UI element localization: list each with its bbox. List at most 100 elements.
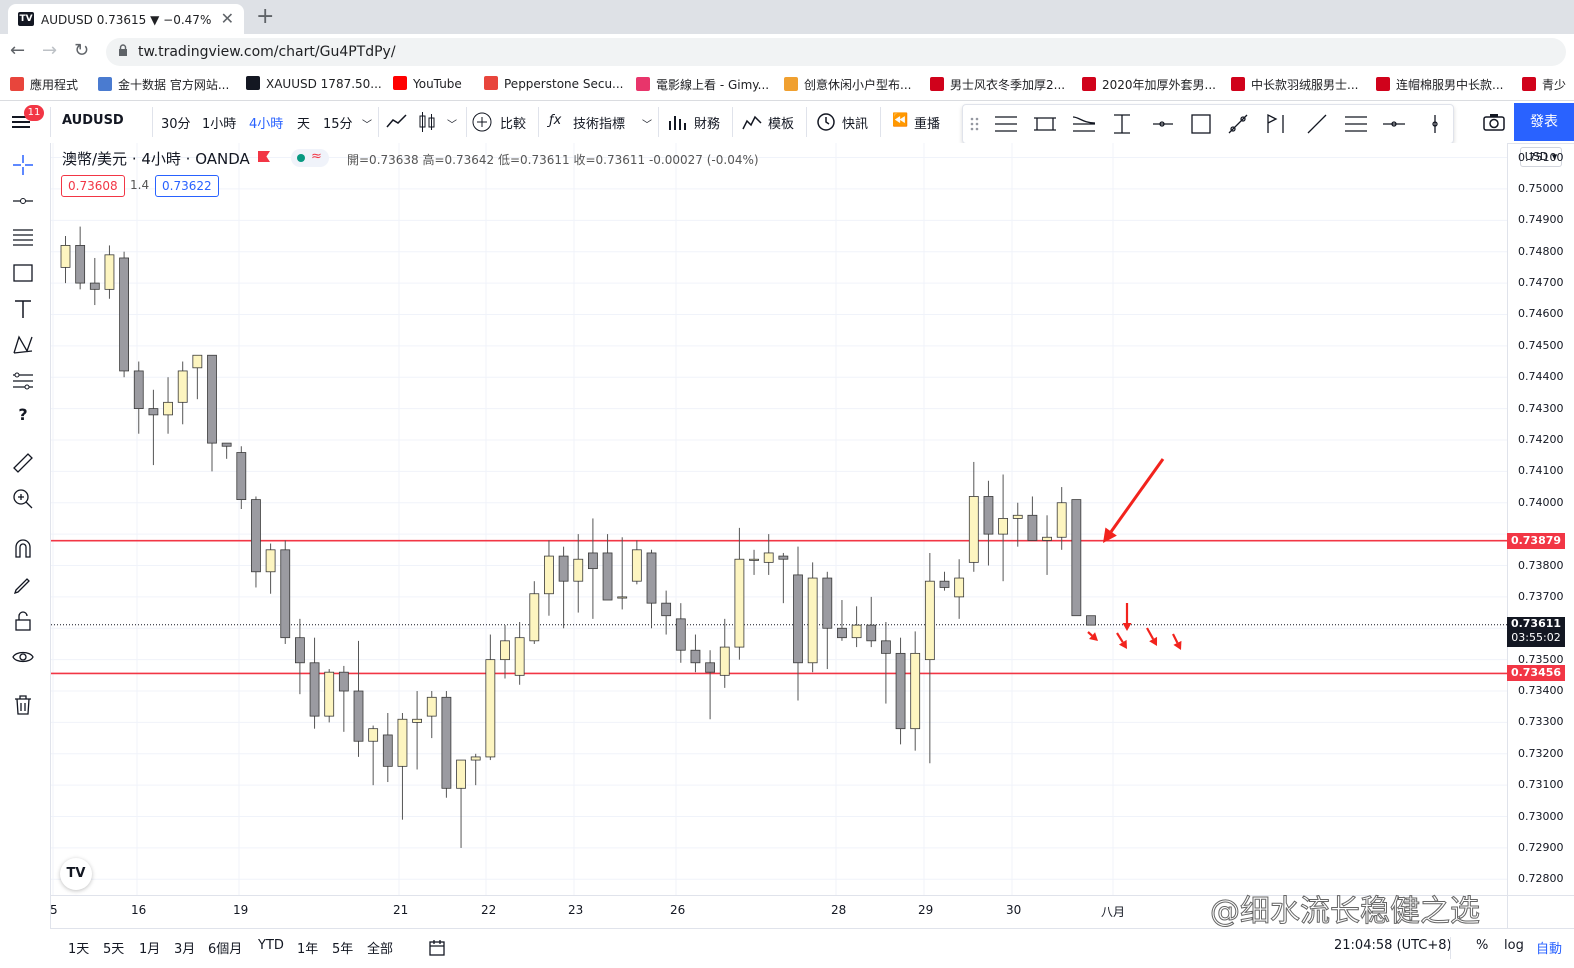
templates-icon[interactable] xyxy=(742,113,762,131)
interval-30m[interactable]: 30分 xyxy=(161,117,191,132)
bookmark-item[interactable]: 创意休闲小户型布... xyxy=(784,76,911,93)
candle-body-up xyxy=(500,640,510,661)
price-chart[interactable] xyxy=(51,143,1574,928)
range-button[interactable]: 1月 xyxy=(139,942,161,957)
bookmark-item[interactable]: 應用程式 xyxy=(10,76,78,93)
time-tick-label: 21 xyxy=(393,903,409,917)
bookmark-favicon-icon xyxy=(393,76,407,90)
bookmark-label: Pepperstone Secu... xyxy=(504,77,624,91)
log-scale-toggle[interactable]: log xyxy=(1504,938,1524,953)
buy-price-button[interactable]: 0.73622 xyxy=(155,175,219,197)
url-field[interactable]: tw.tradingview.com/chart/Gu4PTdPy/ xyxy=(106,38,1566,66)
market-open-dot-icon xyxy=(297,154,305,162)
bookmark-item[interactable]: 電影線上看 - Gimy... xyxy=(636,76,769,93)
range-button[interactable]: YTD xyxy=(258,938,284,953)
arrow-shaft xyxy=(1172,633,1179,644)
red-arrow-annotation xyxy=(1146,627,1158,646)
replay-button[interactable]: 重播 xyxy=(914,117,941,132)
range-button[interactable]: 5天 xyxy=(103,942,125,957)
compare-button[interactable]: 比較 xyxy=(500,117,527,132)
new-tab-icon[interactable]: + xyxy=(256,4,275,29)
candle-body-up xyxy=(397,718,408,767)
bookmark-item[interactable]: 男士风衣冬季加厚2... xyxy=(930,76,1065,93)
indicators-chevron-icon[interactable]: ﹀ xyxy=(642,120,652,131)
range-button[interactable]: 3月 xyxy=(174,942,196,957)
close-tab-icon[interactable]: ✕ xyxy=(220,9,234,28)
magnet-icon[interactable] xyxy=(11,537,35,561)
trash-icon[interactable] xyxy=(11,693,35,717)
interval-15m[interactable]: 15分 xyxy=(323,117,353,132)
auto-scale-toggle[interactable]: 自動 xyxy=(1536,942,1563,957)
range-button[interactable]: 1年 xyxy=(297,942,319,957)
trend-line-icon[interactable] xyxy=(11,189,35,213)
price-tick-label: 0.73800 xyxy=(1518,558,1564,572)
candle xyxy=(778,552,789,604)
interval-4h[interactable]: 4小時 xyxy=(249,117,284,132)
zoom-in-icon[interactable] xyxy=(11,487,35,511)
help-question-icon[interactable]: ? xyxy=(18,405,28,424)
crosshair-icon[interactable] xyxy=(11,153,35,177)
line-chart-type-icon[interactable] xyxy=(386,113,408,131)
symbol-search[interactable]: AUDUSD xyxy=(62,113,124,128)
bookmark-item[interactable]: 青少 xyxy=(1522,76,1566,93)
financials-button[interactable]: 財務 xyxy=(694,117,721,132)
forward-icon[interactable]: → xyxy=(42,40,58,61)
range-button[interactable]: 6個月 xyxy=(208,942,243,957)
bookmark-item[interactable]: XAUUSD 1787.50... xyxy=(246,76,382,91)
bookmark-item[interactable]: 金十数据 官方网站... xyxy=(98,76,229,93)
hide-drawings-eye-icon[interactable] xyxy=(11,645,35,669)
bookmark-item[interactable]: 中长款羽绒服男士... xyxy=(1231,76,1358,93)
indicators-fx-icon[interactable]: ƒx xyxy=(549,113,562,128)
ruler-icon[interactable] xyxy=(11,451,35,475)
bookmark-item[interactable]: 连帽棉服男中长款... xyxy=(1376,76,1503,93)
time-tick-label: 29 xyxy=(918,903,934,917)
sell-price-button[interactable]: 0.73608 xyxy=(61,175,125,197)
alert-clock-icon[interactable] xyxy=(816,112,836,132)
interval-1d[interactable]: 天 xyxy=(297,117,311,132)
pattern-tool-icon[interactable] xyxy=(11,333,35,357)
templates-button[interactable]: 模板 xyxy=(768,117,795,132)
financials-icon[interactable] xyxy=(668,113,686,131)
arrow-shaft xyxy=(1087,631,1093,637)
percent-scale-toggle[interactable]: % xyxy=(1476,938,1489,953)
interval-1h[interactable]: 1小時 xyxy=(202,117,237,132)
candle xyxy=(793,546,803,701)
candle-body-up xyxy=(544,555,554,595)
publish-button[interactable]: 發表 xyxy=(1514,103,1574,141)
indicators-button[interactable]: 技術指標 xyxy=(573,117,626,132)
interval-dropdown-chevron-icon[interactable]: ﹀ xyxy=(362,120,372,131)
bookmark-item[interactable]: YouTube xyxy=(393,76,462,91)
candle xyxy=(382,712,393,783)
candle-chart-type-icon[interactable] xyxy=(418,111,436,133)
text-tool-icon[interactable] xyxy=(11,297,35,321)
compare-plus-icon[interactable] xyxy=(472,112,492,132)
rectangle-icon[interactable] xyxy=(11,261,35,285)
replay-rewind-icon[interactable]: ⏪ xyxy=(892,113,909,128)
reload-icon[interactable]: ↻ xyxy=(74,40,90,61)
range-button[interactable]: 全部 xyxy=(367,942,394,957)
range-button[interactable]: 1天 xyxy=(68,942,90,957)
bookmark-item[interactable]: 2020年加厚外套男... xyxy=(1082,76,1216,93)
chart-type-chevron-icon[interactable]: ﹀ xyxy=(447,120,457,131)
bookmark-item[interactable]: Pepperstone Secu... xyxy=(484,76,624,91)
candle-body-up xyxy=(719,646,730,676)
camera-snapshot-icon[interactable] xyxy=(1482,112,1506,132)
price-tick-label: 0.72900 xyxy=(1518,840,1564,854)
candle-body-up xyxy=(851,624,862,639)
back-icon[interactable]: ← xyxy=(10,40,26,61)
currency-selector[interactable]: USD ▾ xyxy=(1520,147,1562,167)
candle xyxy=(910,631,921,751)
tradingview-logo-icon[interactable]: TV xyxy=(60,858,92,890)
alert-button[interactable]: 快訊 xyxy=(842,117,869,132)
range-button[interactable]: 5年 xyxy=(332,942,354,957)
prediction-tool-icon[interactable] xyxy=(11,369,35,393)
clock-timezone[interactable]: 21:04:58 (UTC+8) xyxy=(1334,938,1452,953)
candle-body-down xyxy=(280,549,291,639)
browser-tab[interactable]: TV AUDUSD 0.73615 ▼ −0.47% 無 ✕ xyxy=(8,4,244,34)
lock-drawings-icon[interactable] xyxy=(11,609,35,633)
level-price-label: 0.73879 xyxy=(1507,532,1565,549)
stay-in-drawing-icon[interactable] xyxy=(11,573,35,597)
fib-retracement-icon[interactable] xyxy=(11,225,35,249)
candle-body-up xyxy=(470,756,481,761)
go-to-date-icon[interactable] xyxy=(428,939,446,957)
